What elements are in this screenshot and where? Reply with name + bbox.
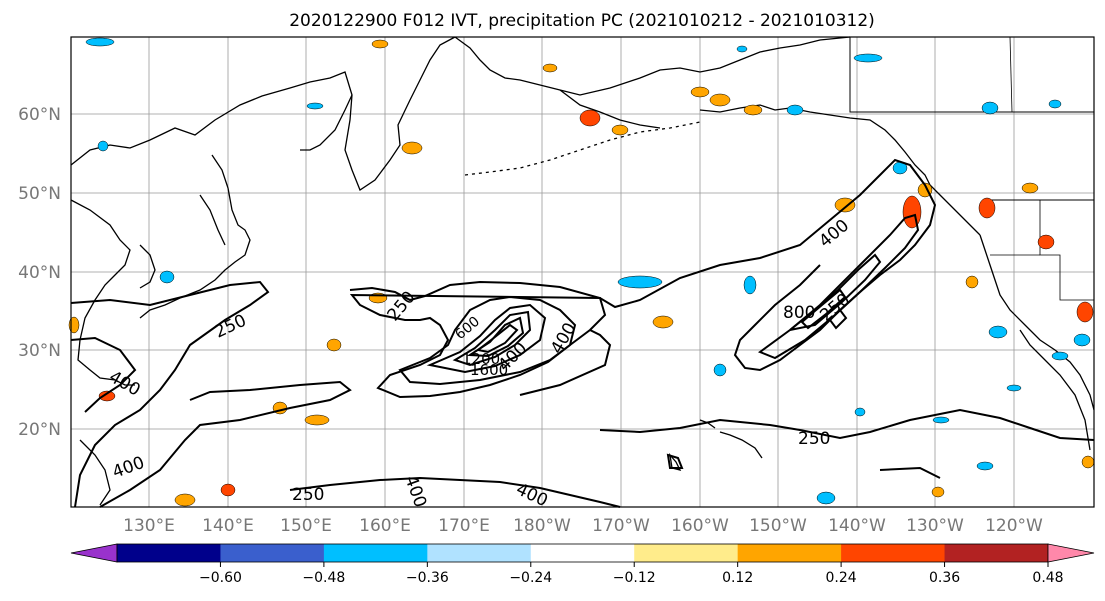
lon-label: 140°W bbox=[828, 516, 886, 536]
lon-label: 150°E bbox=[280, 516, 332, 536]
colorbar-segment bbox=[427, 544, 532, 562]
colorbar-tick-label: 0.24 bbox=[826, 570, 857, 586]
colorbar-segment bbox=[634, 544, 739, 562]
lon-label: 140°E bbox=[202, 516, 254, 536]
colorbar-segment bbox=[220, 544, 325, 562]
lon-label: 120°W bbox=[985, 516, 1043, 536]
lon-label: 160°W bbox=[671, 516, 729, 536]
colorbar: −0.60 −0.48 −0.36 −0.24 −0.12 0.12 0.24 0.36 0.4… bbox=[70, 543, 1095, 586]
contour-label: 800 bbox=[783, 303, 815, 323]
contour-label: 1200 bbox=[462, 350, 500, 368]
lat-label: 50°N bbox=[18, 184, 61, 204]
colorbar-tick-label: 0.48 bbox=[1032, 570, 1063, 586]
longitude-labels: 130°E 140°E 150°E 160°E 170°E 180°W 170°… bbox=[123, 516, 1043, 536]
colorbar-segment bbox=[323, 544, 428, 562]
contour-label: 1600 bbox=[470, 361, 508, 379]
colorbar-tick-label: −0.24 bbox=[509, 570, 552, 586]
lon-label: 130°W bbox=[906, 516, 964, 536]
lon-label: 130°E bbox=[123, 516, 175, 536]
lon-label: 160°E bbox=[359, 516, 411, 536]
colorbar-tick-label: −0.36 bbox=[406, 570, 449, 586]
lat-label: 40°N bbox=[18, 263, 61, 283]
lon-label: 180°W bbox=[513, 516, 571, 536]
colorbar-tick-label: −0.48 bbox=[302, 570, 345, 586]
ivt-contours bbox=[70, 158, 1095, 508]
colorbar-min-extension bbox=[70, 543, 118, 563]
map-frame bbox=[70, 36, 1095, 508]
colorbar-segment bbox=[530, 544, 635, 562]
lon-label: 170°E bbox=[438, 516, 490, 536]
colorbar-max-extension bbox=[1047, 543, 1095, 563]
colorbar-segment bbox=[841, 544, 946, 562]
lat-label: 30°N bbox=[18, 341, 61, 361]
contour-labels: 250 400 250 400 250 400 400 400 250 400 … bbox=[106, 216, 855, 512]
colorbar-tick-label: 0.36 bbox=[929, 570, 960, 586]
map-panel: 250 400 250 400 250 400 400 400 250 400 … bbox=[68, 36, 1095, 512]
latitude-labels: 60°N 50°N 40°N 30°N 20°N bbox=[18, 105, 61, 440]
colorbar-ticks: −0.60 −0.48 −0.36 −0.24 −0.12 0.12 0.24 0.36 0.4… bbox=[199, 562, 1064, 586]
colorbar-segments bbox=[116, 543, 1049, 563]
lon-label: 150°W bbox=[749, 516, 807, 536]
colorbar-tick-label: −0.60 bbox=[199, 570, 242, 586]
contour-label: 250 bbox=[292, 485, 324, 505]
colorbar-segment bbox=[117, 544, 221, 562]
lat-label: 60°N bbox=[18, 105, 61, 125]
map-title: 2020122900 F012 IVT, precipitation PC (2… bbox=[289, 11, 875, 31]
colorbar-tick-label: 0.12 bbox=[722, 570, 753, 586]
lat-label: 20°N bbox=[18, 420, 61, 440]
contour-label: 250 bbox=[798, 429, 830, 449]
colorbar-segment bbox=[944, 544, 1049, 562]
lon-label: 170°W bbox=[592, 516, 650, 536]
colorbar-segment bbox=[737, 544, 842, 562]
colorbar-tick-label: −0.12 bbox=[613, 570, 656, 586]
coastlines bbox=[70, 36, 1095, 506]
